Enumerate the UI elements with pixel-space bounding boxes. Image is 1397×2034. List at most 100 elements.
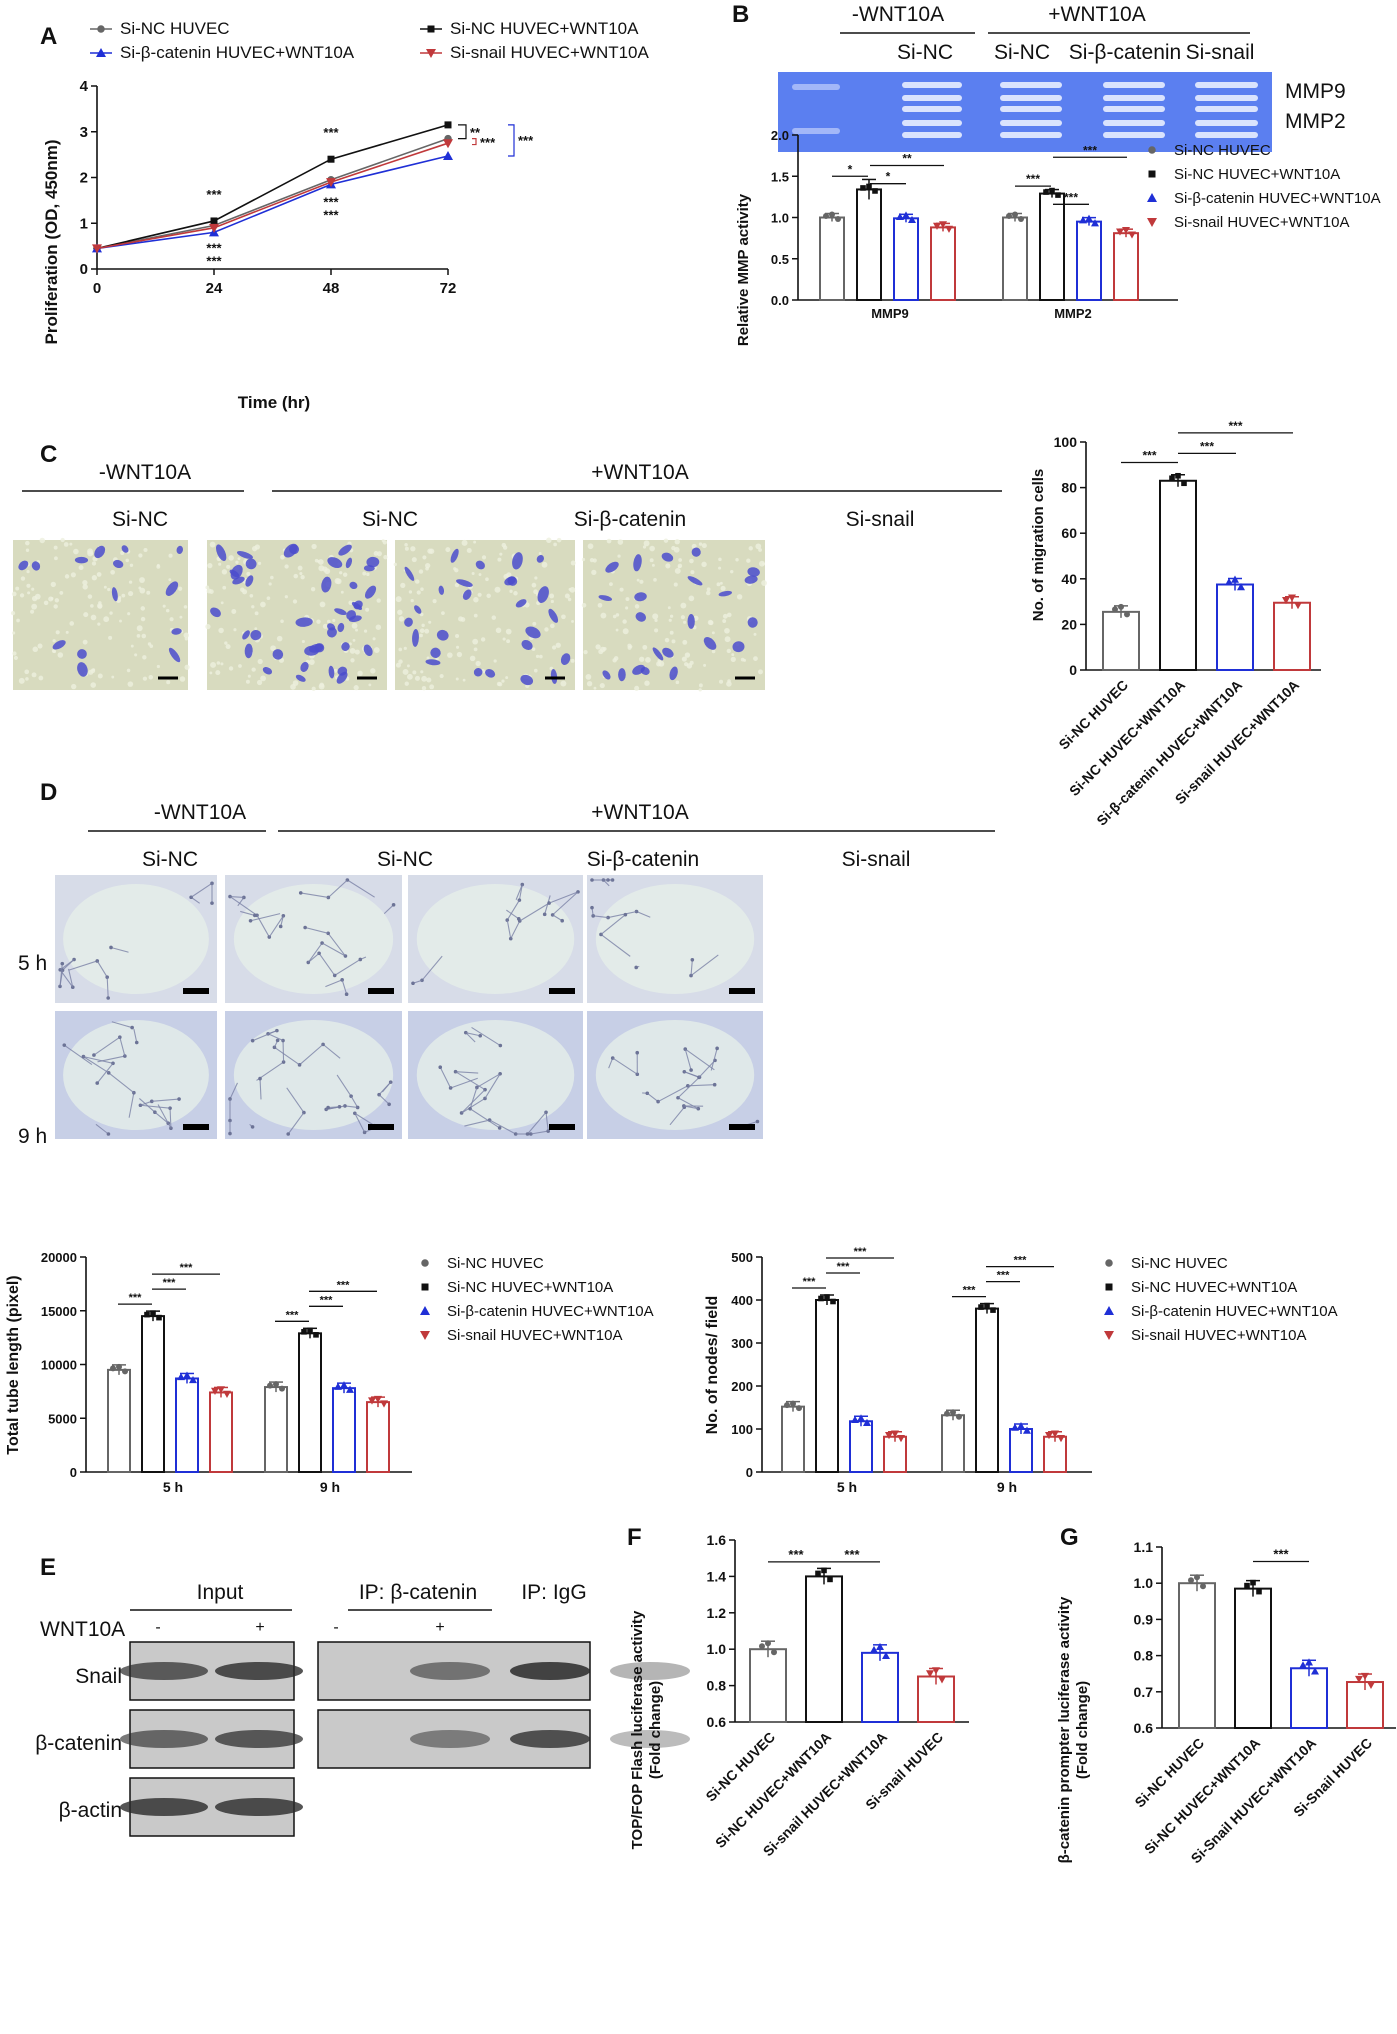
data-point [156,1314,162,1321]
gel-header-plus: +WNT10A [1048,3,1145,26]
gel-band [1103,132,1165,138]
pore [184,637,188,641]
annot: *** [323,125,339,140]
scale-bar [368,1124,394,1130]
pore [127,681,134,687]
pore [25,548,30,552]
series-point [326,178,336,188]
a-xtick-label: 72 [440,280,457,297]
data-point [144,1311,150,1318]
pore [411,557,417,563]
pore [587,543,594,550]
data-point [122,1368,128,1375]
pore [292,599,298,604]
panel-label-a: A [40,23,57,50]
annot: *** [518,133,534,148]
pore [533,589,538,595]
pore [509,589,513,593]
pore [669,614,674,618]
pore [276,635,283,642]
pore [673,582,678,587]
pore [205,585,210,590]
gel-band [1195,120,1258,126]
tube-node [542,912,547,917]
pore [147,642,152,646]
pore [82,639,88,645]
pore [245,679,250,684]
pore [550,623,555,629]
g-ytick-label: 0.7 [1134,1684,1154,1700]
tube-segment [190,882,213,898]
tube-segment [552,891,579,916]
tube-node [228,1131,232,1136]
d2-ytick-label: 400 [731,1293,753,1308]
pore [73,548,79,555]
annot: *** [206,240,222,255]
pore [677,565,681,569]
g-ytick-label: 0.6 [1134,1720,1154,1736]
pore [680,602,687,609]
bar [141,1315,165,1473]
pore [231,609,237,614]
pore [506,639,511,644]
pore [551,645,557,650]
pore [12,631,16,635]
pore [310,586,316,592]
data-point [380,1400,388,1408]
migrated-cell [327,623,336,631]
pore [16,618,20,623]
d1-ytick-label: 20000 [41,1250,77,1265]
tube-segment [328,1106,340,1109]
legend-marker [421,1283,429,1291]
migrated-cell [77,649,87,659]
pore [90,604,94,608]
pore [466,547,472,554]
tube-segment [519,902,550,922]
pore [216,661,221,665]
gel-band [1000,120,1062,126]
tube-segment [110,946,129,953]
pore [531,647,536,652]
pore [324,568,331,575]
pore [461,539,468,546]
blot-header-igg: IP: IgG [521,1581,586,1604]
data-point [1361,1672,1369,1681]
tube-segment [506,909,520,920]
migrated-cell [550,668,558,684]
pore [701,543,707,549]
scale-bar [549,1124,575,1130]
data-point [1188,1577,1194,1584]
c-ytick-label: 40 [1061,571,1077,587]
pore [60,537,65,543]
tube-segment [154,1111,169,1124]
bar [209,1391,233,1473]
data-point [933,222,941,230]
pore [534,576,538,580]
pore [758,548,762,552]
tube-segment [378,1094,390,1105]
pore [398,659,403,664]
pore [205,623,211,630]
pore [179,676,186,682]
pore [31,672,37,678]
pore [254,544,260,550]
tube-segment [545,1112,549,1132]
membrane-background [207,540,387,690]
data-point [784,1402,790,1409]
pore [495,627,502,634]
pore [293,573,299,579]
pore [546,537,552,544]
pore [342,572,348,577]
panel-f-ylabel-2: (Fold change) [647,1681,664,1779]
data-point [885,1432,893,1440]
pore [496,681,502,687]
tube-node [623,912,628,917]
pore [612,614,617,619]
pore [758,669,763,675]
data-point [340,1381,348,1389]
migrated-cell [404,566,415,581]
pore [644,680,650,686]
tube-segment [383,904,394,914]
migrated-cell [245,575,254,587]
pore [218,562,222,566]
